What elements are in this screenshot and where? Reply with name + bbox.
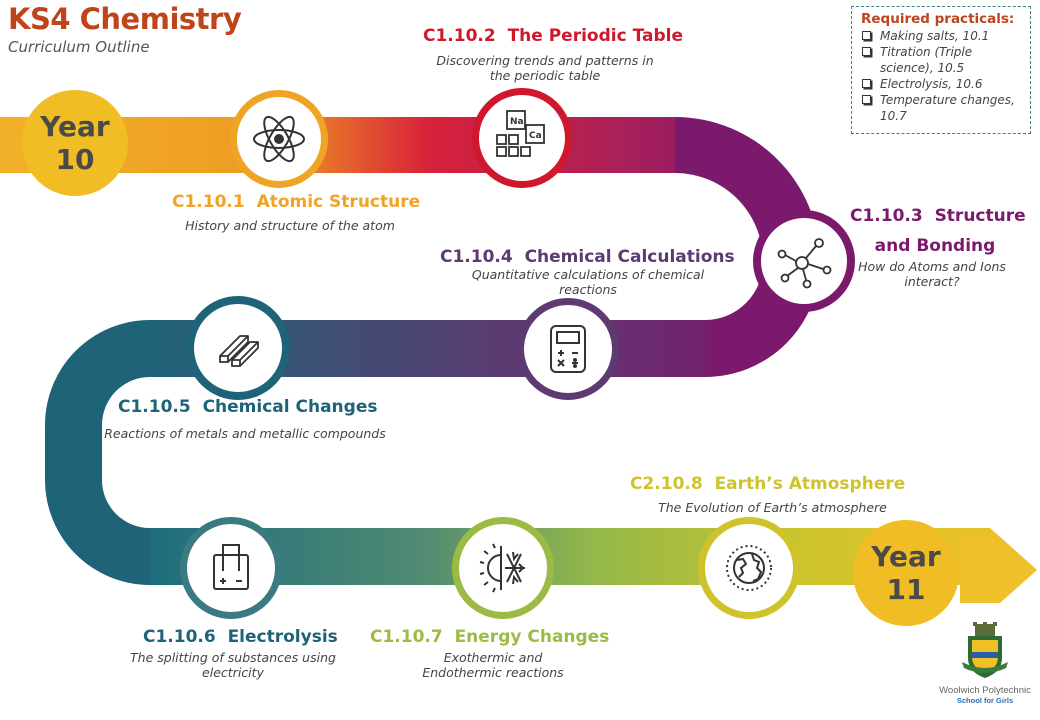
school-subtitle: School for Girls — [956, 696, 1014, 705]
topic-6-node[interactable] — [180, 517, 282, 619]
hot-cold-icon — [479, 543, 525, 593]
practical-item: Titration (Triple science), 10.5 — [861, 44, 1024, 76]
topic-5-heading: C1.10.5 Chemical Changes — [118, 397, 377, 417]
topic-6-heading: C1.10.6 Electrolysis — [143, 627, 338, 647]
page-title: KS4 Chemistry — [8, 2, 242, 36]
topic-5-node[interactable] — [186, 296, 290, 400]
topic-4-node[interactable] — [517, 298, 619, 400]
practical-item: Making salts, 10.1 — [861, 28, 1024, 44]
topic-8-node[interactable] — [698, 517, 800, 619]
svg-text:Ca: Ca — [529, 131, 542, 141]
start-year-badge: Year 10 — [22, 90, 128, 196]
calculator-icon — [550, 325, 586, 373]
topic-4-title: Chemical Calculations — [524, 247, 735, 267]
topic-5-title: Chemical Changes — [202, 397, 378, 417]
globe-icon — [726, 545, 772, 591]
topic-8-heading: C2.10.8 Earth’s Atmosphere — [630, 474, 905, 494]
topic-3-code: C1.10.3 — [850, 206, 923, 226]
topic-7-code: C1.10.7 — [370, 627, 443, 647]
practical-label: Making salts, 10.1 — [880, 29, 990, 43]
topic-7-node[interactable] — [452, 517, 554, 619]
checkbox-icon — [862, 95, 871, 104]
topic-7-heading: C1.10.7 Energy Changes — [370, 627, 609, 647]
practical-label: Electrolysis, 10.6 — [880, 77, 983, 91]
topic-7-title: Energy Changes — [454, 627, 610, 647]
topic-2-desc: Discovering trends and patterns in the p… — [436, 53, 654, 83]
topic-8-code: C2.10.8 — [630, 474, 703, 494]
school-crest-icon — [962, 622, 1008, 678]
topic-4-heading: C1.10.4 Chemical Calculations — [440, 247, 735, 267]
topic-5-desc: Reactions of metals and metallic compoun… — [104, 426, 386, 441]
topic-6-desc: The splitting of substances using electr… — [130, 650, 336, 680]
required-practicals-title: Required practicals: — [861, 11, 1015, 27]
practical-label: Temperature changes, 10.7 — [880, 93, 1015, 123]
start-year-number: 10 — [55, 143, 95, 176]
topic-4-code: C1.10.4 — [440, 247, 513, 267]
checkbox-icon — [862, 79, 871, 88]
svg-text:Na: Na — [510, 117, 524, 127]
topic-2-heading: C1.10.2 The Periodic Table — [423, 26, 683, 46]
metal-bars-icon — [219, 335, 259, 367]
topic-6-code: C1.10.6 — [143, 627, 216, 647]
practical-item: Temperature changes, 10.7 — [861, 92, 1024, 124]
start-year-label: Year — [40, 110, 110, 143]
topic-3-desc: How do Atoms and Ions interact? — [858, 259, 1006, 289]
battery-icon — [213, 544, 249, 590]
topic-1-desc: History and structure of the atom — [185, 218, 395, 233]
topic-1-title: Atomic Structure — [256, 192, 421, 212]
topic-6-title: Electrolysis — [227, 627, 338, 647]
end-year-label: Year — [871, 540, 941, 573]
topic-1-heading: C1.10.1 Atomic Structure — [172, 192, 420, 212]
practical-label: Titration (Triple science), 10.5 — [880, 45, 973, 75]
school-logo: Woolwich Polytechnic School for Girls — [930, 622, 1040, 705]
school-name: Woolwich Polytechnic — [939, 685, 1031, 696]
practical-item: Electrolysis, 10.6 — [861, 76, 1024, 92]
topic-8-title: Earth’s Atmosphere — [714, 474, 906, 494]
topic-5-code: C1.10.5 — [118, 397, 191, 417]
topic-2-node[interactable]: Na Ca — [472, 88, 572, 188]
topic-1-node[interactable] — [230, 90, 328, 188]
topic-3-title: Structure and Bonding — [874, 206, 1026, 256]
end-year-number: 11 — [886, 573, 926, 606]
required-practicals-list: Making salts, 10.1 Titration (Triple sci… — [861, 28, 1024, 124]
checkbox-icon — [862, 47, 871, 56]
periodic-table-icon: Na Ca — [496, 110, 545, 157]
topic-2-code: C1.10.2 — [423, 26, 496, 46]
topic-3-node[interactable] — [753, 210, 855, 312]
checkbox-icon — [862, 31, 871, 40]
topic-8-desc: The Evolution of Earth’s atmosphere — [658, 500, 887, 515]
atom-icon — [253, 115, 305, 163]
molecule-icon — [777, 238, 832, 289]
topic-3-heading: C1.10.3 Structure and Bonding — [850, 201, 1026, 261]
topic-2-title: The Periodic Table — [507, 26, 683, 46]
end-year-badge: Year 11 — [853, 520, 959, 626]
topic-4-desc: Quantitative calculations of chemical re… — [471, 267, 705, 297]
page-subtitle: Curriculum Outline — [8, 38, 150, 56]
topic-7-desc: Exothermic and Endothermic reactions — [422, 650, 564, 680]
topic-1-code: C1.10.1 — [172, 192, 245, 212]
required-practicals-box: Required practicals: Making salts, 10.1 … — [851, 6, 1031, 134]
